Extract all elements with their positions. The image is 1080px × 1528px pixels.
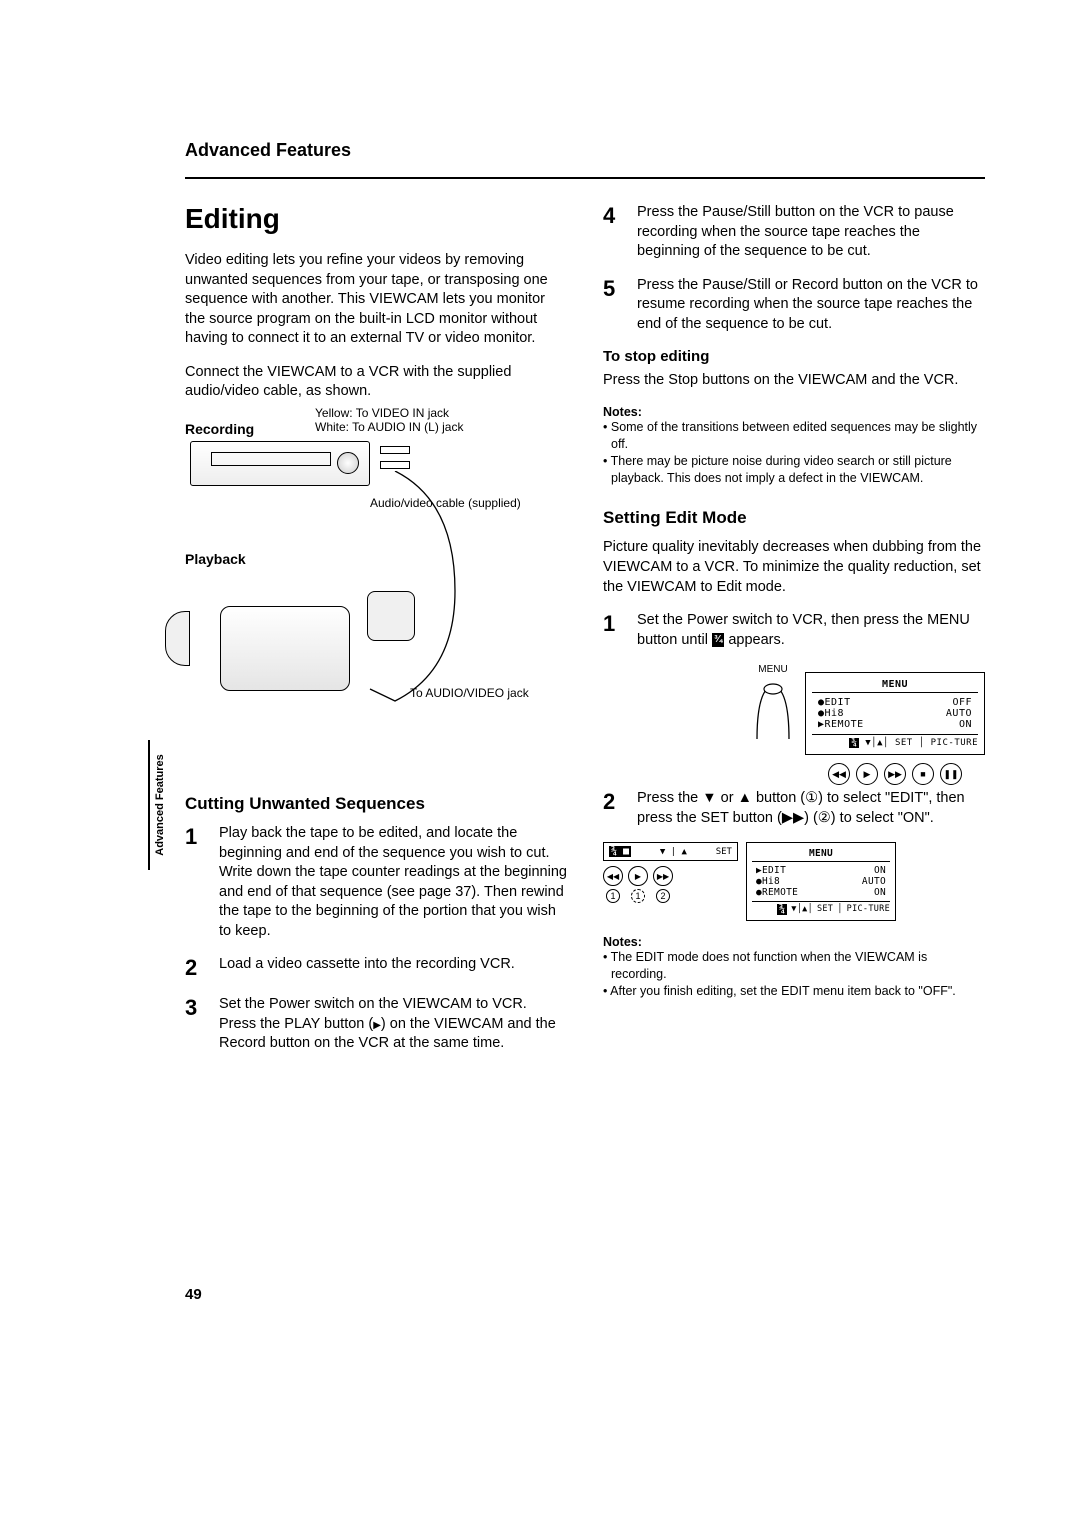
note-item: Some of the transitions between edited s… — [611, 419, 985, 453]
stop-editing-text: Press the Stop buttons on the VIEWCAM an… — [603, 371, 985, 391]
menu-screen-1: MENU ●EDITOFF ●Hi8AUTO ▶REMOTEON ¾ ▼│▲│ … — [805, 672, 985, 755]
notes-list-2: The EDIT mode does not function when the… — [603, 949, 985, 1000]
step-text: Press the Pause/Still or Record button o… — [637, 276, 985, 335]
note-item: There may be picture noise during video … — [611, 453, 985, 487]
camera-illustration — [190, 576, 390, 711]
step-number: 2 — [185, 955, 205, 981]
menu-button-icon — [751, 679, 795, 743]
step-number: 5 — [603, 276, 623, 302]
intro-p1: Video editing lets you refine your video… — [185, 251, 567, 349]
cable-line — [365, 471, 485, 731]
step-number: 1 — [185, 824, 205, 850]
stop-editing-heading: To stop editing — [603, 348, 985, 365]
menu-button-label: MENU — [758, 664, 787, 675]
notes-heading: Notes: — [603, 405, 985, 419]
notes-heading-2: Notes: — [603, 935, 985, 949]
step-text: Set the Power switch on the VIEWCAM to V… — [219, 995, 567, 1054]
step-number: 4 — [603, 203, 623, 229]
vcr-illustration — [190, 441, 370, 486]
recording-label: Recording — [185, 421, 254, 437]
yellow-jack-label: Yellow: To VIDEO IN jack — [315, 406, 449, 420]
side-tab: Advanced Features — [148, 740, 166, 870]
step-number: 3 — [185, 995, 205, 1021]
step-text: Press the ▼ or ▲ button (①) to select "E… — [637, 789, 985, 828]
setting-edit-mode-heading: Setting Edit Mode — [603, 508, 985, 528]
mini-menu-bar: ¾ ■ ▼ | ▲ SET — [603, 842, 738, 861]
left-column: Editing Video editing lets you refine yo… — [185, 203, 567, 1068]
connection-diagram: Recording Yellow: To VIDEO IN jack White… — [185, 416, 567, 776]
play-icon: ▶ — [856, 763, 878, 785]
breadcrumb: Advanced Features — [185, 140, 985, 161]
setmode-step-1: 1 Set the Power switch to VCR, then pres… — [603, 611, 985, 650]
ffwd-icon: ▶▶ — [782, 810, 804, 826]
rewind-icon: ◀◀ — [828, 763, 850, 785]
cutting-heading: Cutting Unwanted Sequences — [185, 794, 567, 814]
step-text: Set the Power switch to VCR, then press … — [637, 611, 985, 650]
step-text: Press the Pause/Still button on the VCR … — [637, 203, 985, 262]
cutting-step-5: 5 Press the Pause/Still or Record button… — [603, 276, 985, 335]
note-item: The EDIT mode does not function when the… — [611, 949, 985, 983]
cutting-step-3: 3 Set the Power switch on the VIEWCAM to… — [185, 995, 567, 1054]
right-column: 4 Press the Pause/Still button on the VC… — [603, 203, 985, 1068]
setmode-step-2: 2 Press the ▼ or ▲ button (①) to select … — [603, 789, 985, 828]
play-icon: ▶ — [628, 866, 648, 886]
menu-screen-2: MENU ▶EDITON ●Hi8AUTO ●REMOTEON ¾ ▼│▲│ S… — [746, 842, 896, 921]
callout-1: 1 — [606, 889, 620, 903]
play-icon — [373, 1016, 381, 1032]
ffwd-icon: ▶▶ — [653, 866, 673, 886]
intro-p2: Connect the VIEWCAM to a VCR with the su… — [185, 363, 567, 402]
page-number: 49 — [185, 1286, 202, 1303]
white-jack-label: White: To AUDIO IN (L) jack — [315, 420, 463, 434]
step-text: Load a video cassette into the recording… — [219, 955, 515, 975]
menu-illustration-1: MENU MENU ●EDITOFF ●Hi8AUTO ▶REMOTEON ¾ … — [603, 664, 985, 785]
menu-34-icon: ¾ — [712, 633, 724, 647]
stop-icon: ■ — [912, 763, 934, 785]
step-number: 1 — [603, 611, 623, 637]
cutting-step-4: 4 Press the Pause/Still button on the VC… — [603, 203, 985, 262]
cutting-step-2: 2 Load a video cassette into the recordi… — [185, 955, 567, 981]
ffwd-icon: ▶▶ — [884, 763, 906, 785]
pause-icon: ❚❚ — [940, 763, 962, 785]
playback-label: Playback — [185, 551, 246, 567]
step-text: Play back the tape to be edited, and loc… — [219, 824, 567, 941]
note-item: After you finish editing, set the EDIT m… — [611, 983, 985, 1000]
step-number: 2 — [603, 789, 623, 815]
setting-edit-mode-intro: Picture quality inevitably decreases whe… — [603, 538, 985, 597]
rewind-icon: ◀◀ — [603, 866, 623, 886]
menu-illustration-2: ¾ ■ ▼ | ▲ SET ◀◀ 1 ▶ 1 ▶▶ 2 — [603, 842, 985, 921]
notes-list: Some of the transitions between edited s… — [603, 419, 985, 487]
page-title: Editing — [185, 203, 567, 235]
callout-2: 2 — [656, 889, 670, 903]
cutting-step-1: 1 Play back the tape to be edited, and l… — [185, 824, 567, 941]
top-rule — [185, 177, 985, 179]
callout-1b: 1 — [631, 889, 645, 903]
transport-buttons: ◀◀ ▶ ▶▶ ■ ❚❚ — [805, 763, 985, 785]
